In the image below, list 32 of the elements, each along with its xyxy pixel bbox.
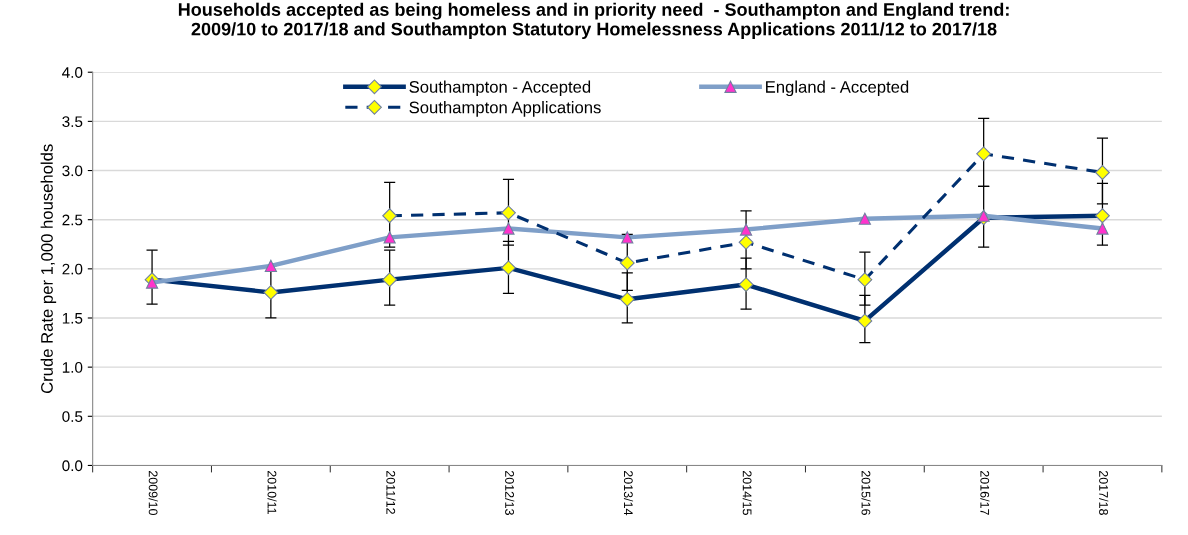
point [1096, 222, 1109, 235]
y-tick-label: 3.0 [62, 165, 83, 177]
point [264, 259, 277, 272]
y-tick-label: 2.5 [62, 214, 83, 226]
x-tick-label: 2014/15 [742, 470, 752, 515]
y-axis-title: Crude Rate per 1,000 households [40, 144, 57, 394]
point [621, 231, 634, 244]
y-tick-label: 1.5 [62, 313, 83, 324]
legend-label: Southampton - Accepted [409, 80, 591, 97]
y-tick-label: 4.0 [62, 67, 83, 78]
point [383, 231, 396, 244]
y-tick-label: 3.5 [62, 116, 83, 128]
point [858, 212, 871, 225]
legend-label: England - Accepted [766, 80, 909, 97]
y-tick-label: 0.0 [62, 460, 83, 472]
x-tick-label: 2011/12 [386, 470, 396, 514]
y-tick-label: 2.0 [62, 263, 83, 275]
y-tick-label: 1.0 [62, 362, 83, 373]
point [739, 223, 753, 236]
x-tick-label: 2013/14 [623, 470, 634, 516]
x-tick-label: 2012/13 [505, 470, 515, 515]
x-tick-label: 2015/16 [861, 470, 871, 515]
y-tick-label: 0.5 [62, 411, 83, 422]
point [145, 276, 159, 289]
x-tick-label: 2009/10 [148, 470, 158, 516]
chart-title: Households accepted as being homeless and in priority need - Southampton and England trend: 2009/10 to 2017/18 and Southampton Statutory Homelessness Applications 2011/12 to 2017/18 [178, 2, 1009, 40]
point [977, 209, 990, 222]
point [502, 222, 515, 235]
x-tick-label: 2017/18 [1099, 470, 1109, 515]
x-tick-label: 2016/17 [980, 470, 990, 515]
x-tick-label: 2010/11 [267, 470, 277, 514]
legend-label: Southampton Applications [409, 101, 601, 117]
